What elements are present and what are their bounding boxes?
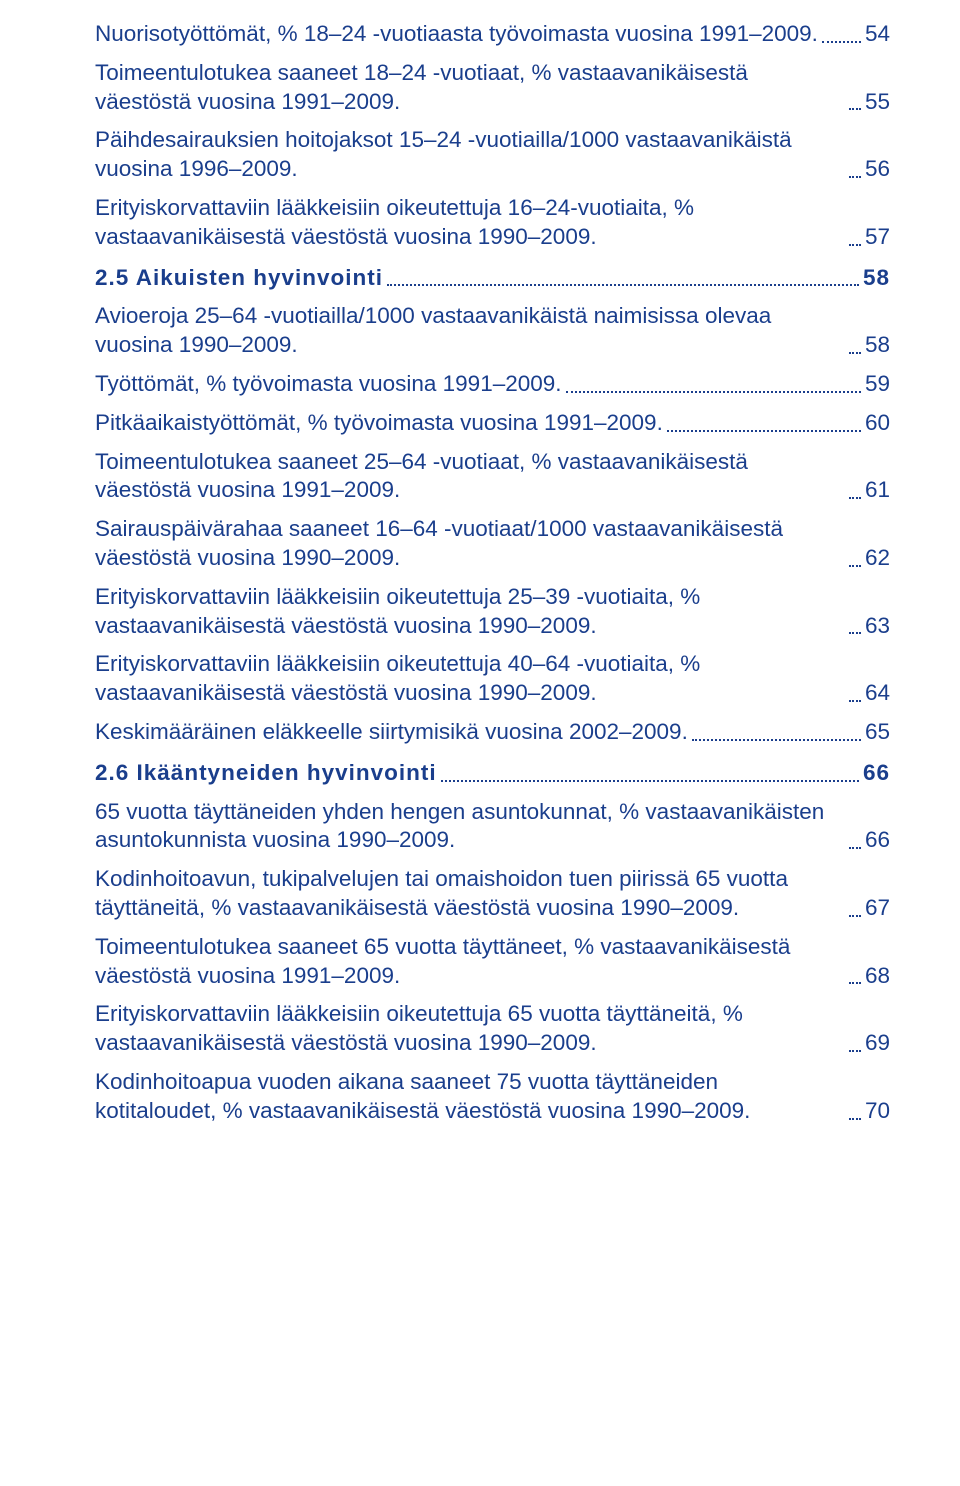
toc-leader-dots (849, 1049, 861, 1052)
toc-entry-page: 67 (865, 894, 890, 923)
toc-entry: Kodinhoitoavun, tukipalvelujen tai omais… (95, 865, 890, 923)
toc-entry-text: Erityiskorvattaviin lääkkeisiin oikeutet… (95, 1000, 845, 1058)
toc-entry-page: 65 (865, 718, 890, 747)
toc-entry: Toimeentulotukea saaneet 65 vuotta täytt… (95, 933, 890, 991)
toc-leader-dots (849, 243, 861, 246)
toc-entry: Työttömät, % työvoimasta vuosina 1991–20… (95, 370, 890, 399)
toc-entry-text: Erityiskorvattaviin lääkkeisiin oikeutet… (95, 583, 845, 641)
toc-leader-dots (849, 564, 861, 567)
toc-entry: Sairauspäivärahaa saaneet 16–64 -vuotiaa… (95, 515, 890, 573)
toc-entry-page: 54 (865, 20, 890, 49)
toc-leader-dots (849, 496, 861, 499)
toc-entry: 65 vuotta täyttäneiden yhden hengen asun… (95, 798, 890, 856)
toc-entry-text: 65 vuotta täyttäneiden yhden hengen asun… (95, 798, 845, 856)
toc-leader-dots (692, 738, 861, 741)
toc-entry: Pitkäaikaistyöttömät, % työvoimasta vuos… (95, 409, 890, 438)
toc-entry-page: 59 (865, 370, 890, 399)
toc-entry: Toimeentulotukea saaneet 25–64 -vuotiaat… (95, 448, 890, 506)
toc-leader-dots (849, 351, 861, 354)
toc-entry: Erityiskorvattaviin lääkkeisiin oikeutet… (95, 583, 890, 641)
toc-entry: Erityiskorvattaviin lääkkeisiin oikeutet… (95, 650, 890, 708)
toc-entry-text: Avioeroja 25–64 -vuotiailla/1000 vastaav… (95, 302, 845, 360)
toc-entry-text: Kodinhoitoavun, tukipalvelujen tai omais… (95, 865, 845, 923)
toc-section-heading: 2.5 Aikuisten hyvinvointi 58 (95, 264, 890, 293)
toc-leader-dots (849, 175, 861, 178)
toc-entry-page: 66 (863, 759, 890, 788)
toc-entry-text: Toimeentulotukea saaneet 18–24 -vuotiaat… (95, 59, 845, 117)
toc-leader-dots (822, 40, 861, 43)
toc-entry: Nuorisotyöttömät, % 18–24 -vuotiaasta ty… (95, 20, 890, 49)
toc-entry-page: 57 (865, 223, 890, 252)
toc-leader-dots (849, 699, 861, 702)
toc-leader-dots (387, 283, 859, 286)
toc-entry: Keskimääräinen eläkkeelle siirtymisikä v… (95, 718, 890, 747)
toc-entry-text: 2.6 Ikääntyneiden hyvinvointi (95, 759, 437, 788)
toc-entry-text: Toimeentulotukea saaneet 65 vuotta täytt… (95, 933, 845, 991)
toc-entry-text: Erityiskorvattaviin lääkkeisiin oikeutet… (95, 650, 845, 708)
toc-entry: Avioeroja 25–64 -vuotiailla/1000 vastaav… (95, 302, 890, 360)
toc-entry-text: Sairauspäivärahaa saaneet 16–64 -vuotiaa… (95, 515, 845, 573)
toc-leader-dots (849, 107, 861, 110)
toc-entry-page: 68 (865, 962, 890, 991)
toc-entry-page: 69 (865, 1029, 890, 1058)
toc-entry-text: Työttömät, % työvoimasta vuosina 1991–20… (95, 370, 562, 399)
toc-entry-page: 62 (865, 544, 890, 573)
toc-entry: Erityiskorvattaviin lääkkeisiin oikeutet… (95, 194, 890, 252)
toc-entry-page: 64 (865, 679, 890, 708)
toc-entry: Kodinhoitoapua vuoden aikana saaneet 75 … (95, 1068, 890, 1126)
toc-entry-page: 61 (865, 476, 890, 505)
toc-leader-dots (849, 631, 861, 634)
toc-entry: Päihdesairauksien hoitojaksot 15–24 -vuo… (95, 126, 890, 184)
toc-entry-text: Päihdesairauksien hoitojaksot 15–24 -vuo… (95, 126, 845, 184)
toc-leader-dots (849, 981, 861, 984)
toc-leader-dots (441, 779, 859, 782)
table-of-contents: Nuorisotyöttömät, % 18–24 -vuotiaasta ty… (95, 20, 890, 1126)
toc-entry-page: 55 (865, 88, 890, 117)
toc-leader-dots (566, 390, 861, 393)
toc-entry: Erityiskorvattaviin lääkkeisiin oikeutet… (95, 1000, 890, 1058)
toc-entry-page: 70 (865, 1097, 890, 1126)
toc-section-heading: 2.6 Ikääntyneiden hyvinvointi 66 (95, 759, 890, 788)
toc-leader-dots (849, 846, 861, 849)
toc-entry-page: 63 (865, 612, 890, 641)
toc-leader-dots (667, 429, 861, 432)
toc-leader-dots (849, 1117, 861, 1120)
toc-entry-text: Nuorisotyöttömät, % 18–24 -vuotiaasta ty… (95, 20, 818, 49)
toc-entry: Toimeentulotukea saaneet 18–24 -vuotiaat… (95, 59, 890, 117)
toc-entry-text: Toimeentulotukea saaneet 25–64 -vuotiaat… (95, 448, 845, 506)
toc-entry-page: 66 (865, 826, 890, 855)
toc-entry-text: Keskimääräinen eläkkeelle siirtymisikä v… (95, 718, 688, 747)
toc-entry-text: Pitkäaikaistyöttömät, % työvoimasta vuos… (95, 409, 663, 438)
toc-entry-text: 2.5 Aikuisten hyvinvointi (95, 264, 383, 293)
toc-entry-text: Erityiskorvattaviin lääkkeisiin oikeutet… (95, 194, 845, 252)
toc-entry-page: 58 (863, 264, 890, 293)
toc-entry-text: Kodinhoitoapua vuoden aikana saaneet 75 … (95, 1068, 845, 1126)
toc-leader-dots (849, 914, 861, 917)
toc-entry-page: 56 (865, 155, 890, 184)
toc-entry-page: 60 (865, 409, 890, 438)
toc-entry-page: 58 (865, 331, 890, 360)
